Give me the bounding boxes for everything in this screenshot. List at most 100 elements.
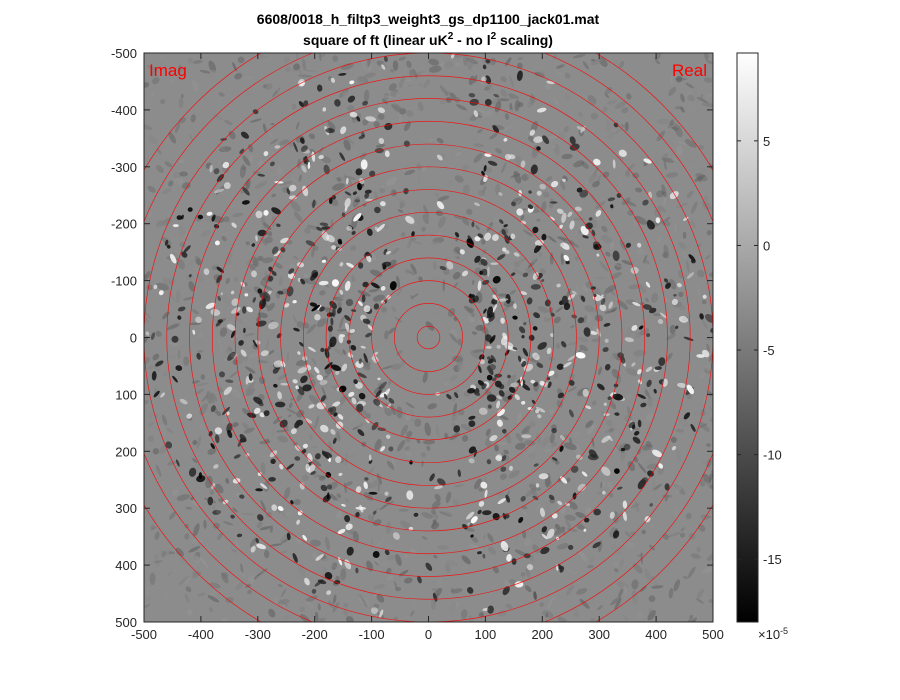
- signal-blob: [382, 265, 387, 270]
- signal-blob: [297, 351, 301, 355]
- noise-speck: [462, 115, 471, 124]
- signal-blob: [429, 473, 435, 482]
- signal-blob: [634, 430, 640, 436]
- noise-speck: [687, 566, 696, 578]
- signal-blob: [252, 297, 257, 303]
- noise-speck: [415, 71, 424, 76]
- noise-speck: [594, 314, 604, 322]
- noise-speck: [691, 617, 697, 622]
- noise-speck: [268, 349, 275, 355]
- signal-blob: [222, 406, 230, 416]
- signal-blob: [270, 458, 276, 465]
- signal-blob: [592, 541, 601, 549]
- signal-blob: [226, 324, 237, 331]
- noise-speck: [277, 584, 283, 588]
- noise-speck: [375, 538, 386, 549]
- noise-speck: [532, 544, 541, 553]
- noise-speck: [685, 512, 692, 520]
- signal-blob: [563, 302, 571, 311]
- noise-speck: [625, 170, 631, 177]
- noise-speck: [343, 602, 349, 608]
- noise-speck: [461, 216, 470, 226]
- signal-blob: [678, 316, 689, 323]
- signal-blob: [523, 322, 527, 326]
- noise-speck: [231, 381, 237, 386]
- noise-speck: [560, 194, 566, 201]
- signal-blob: [312, 199, 316, 209]
- noise-speck: [609, 351, 619, 362]
- signal-blob: [303, 100, 309, 107]
- signal-blob: [499, 219, 504, 224]
- noise-speck: [259, 526, 272, 531]
- noise-speck: [293, 63, 301, 71]
- noise-speck: [457, 338, 462, 346]
- signal-blob: [236, 533, 243, 538]
- noise-speck: [401, 615, 411, 619]
- noise-speck: [489, 133, 498, 140]
- noise-speck: [703, 77, 713, 83]
- noise-speck: [663, 244, 670, 259]
- signal-blob: [363, 353, 368, 363]
- signal-blob: [518, 189, 522, 197]
- noise-speck: [621, 260, 633, 266]
- noise-speck: [162, 188, 172, 195]
- signal-blob: [288, 195, 297, 200]
- signal-blob: [632, 301, 641, 307]
- noise-speck: [278, 276, 283, 287]
- signal-blob: [531, 399, 536, 405]
- noise-speck: [308, 394, 320, 405]
- noise-speck: [467, 56, 474, 71]
- signal-blob: [647, 470, 654, 477]
- noise-speck: [455, 62, 461, 67]
- signal-blob: [683, 412, 691, 420]
- noise-speck: [498, 441, 508, 445]
- noise-speck: [191, 80, 199, 92]
- noise-speck: [468, 120, 474, 124]
- signal-blob: [492, 275, 501, 284]
- noise-speck: [568, 501, 578, 510]
- noise-speck: [292, 255, 299, 260]
- noise-speck: [528, 483, 542, 492]
- noise-speck: [525, 585, 532, 593]
- noise-speck: [383, 224, 389, 230]
- noise-speck: [374, 438, 382, 451]
- noise-speck: [618, 60, 625, 68]
- noise-speck: [342, 91, 349, 100]
- noise-speck: [452, 355, 463, 363]
- noise-speck: [168, 79, 175, 84]
- signal-blob: [645, 366, 653, 373]
- noise-speck: [144, 400, 149, 405]
- signal-blob: [480, 258, 488, 266]
- noise-speck: [652, 194, 656, 202]
- noise-speck: [687, 94, 695, 102]
- signal-blob: [560, 341, 567, 348]
- noise-speck: [521, 425, 531, 434]
- signal-blob: [495, 455, 503, 462]
- signal-blob: [364, 477, 369, 481]
- noise-speck: [499, 473, 507, 480]
- signal-blob: [304, 418, 313, 424]
- noise-speck: [543, 503, 551, 517]
- signal-blob: [500, 466, 507, 472]
- signal-blob: [467, 388, 476, 394]
- signal-blob: [355, 486, 362, 494]
- signal-blob: [536, 239, 544, 246]
- noise-speck: [211, 264, 219, 271]
- signal-blob: [225, 379, 234, 383]
- noise-speck: [593, 276, 607, 280]
- noise-speck: [701, 299, 707, 305]
- noise-speck: [680, 93, 685, 103]
- noise-speck: [397, 209, 404, 213]
- signal-blob: [220, 292, 224, 296]
- noise-speck: [434, 191, 440, 197]
- colorbar-tick-label: -5: [763, 343, 775, 358]
- signal-blob: [549, 201, 558, 204]
- signal-blob: [296, 519, 300, 525]
- noise-speck: [332, 594, 337, 604]
- signal-blob: [482, 64, 487, 70]
- noise-speck: [188, 281, 195, 292]
- signal-blob: [307, 453, 313, 463]
- noise-speck: [167, 460, 177, 466]
- signal-blob: [240, 349, 247, 357]
- noise-speck: [596, 490, 604, 496]
